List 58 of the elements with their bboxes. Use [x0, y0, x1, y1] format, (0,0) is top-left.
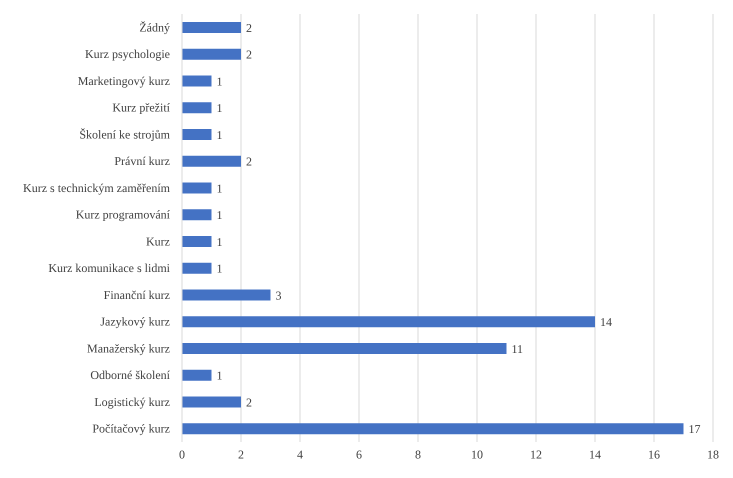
x-tick-label: 4	[297, 448, 303, 462]
data-label: 3	[276, 288, 282, 302]
data-label: 14	[600, 315, 612, 330]
y-tick-label: Kurz psychologie	[85, 47, 170, 62]
bar	[182, 22, 241, 33]
y-tick-label: Počítačový kurz	[92, 422, 170, 436]
bar	[182, 290, 270, 300]
data-label: 1	[216, 74, 222, 88]
bar	[182, 209, 212, 220]
data-label: 1	[216, 234, 222, 249]
y-tick-label: Odborné školení	[90, 368, 171, 382]
data-label: 2	[246, 395, 252, 410]
x-tick-label: 12	[530, 448, 542, 462]
bar	[182, 343, 506, 354]
x-tick-label: 0	[179, 448, 185, 462]
y-tick-label: Kurz s technickým zaměřením	[23, 180, 171, 195]
data-label: 1	[216, 128, 222, 142]
bar	[182, 423, 684, 434]
x-tick-label: 14	[589, 448, 601, 462]
x-tick-label: 10	[471, 448, 483, 462]
bar	[182, 48, 241, 60]
data-label: 2	[246, 48, 252, 62]
y-tick-label: Kurz přežití	[112, 100, 171, 115]
data-label: 2	[246, 20, 252, 35]
bar	[182, 396, 241, 408]
y-tick-label: Kurz komunikace s lidmi	[48, 261, 171, 276]
bar	[182, 182, 212, 194]
data-label: 2	[246, 154, 252, 169]
data-label: 1	[216, 101, 222, 116]
y-tick-label: Žádný	[139, 20, 170, 34]
x-tick-label: 18	[707, 448, 719, 462]
data-label: 1	[216, 208, 222, 222]
y-tick-label: Marketingový kurz	[78, 74, 170, 88]
y-tick-label: Jazykový kurz	[100, 314, 170, 329]
bar	[182, 316, 595, 328]
bar	[182, 262, 212, 274]
bar	[182, 370, 212, 381]
x-tick-label: 6	[356, 448, 362, 462]
bar	[182, 76, 212, 86]
x-tick-label: 8	[415, 448, 421, 462]
y-tick-label: Kurz programování	[76, 208, 171, 222]
y-tick-label: Logistický kurz	[94, 394, 170, 409]
y-tick-label: Finanční kurz	[104, 288, 170, 302]
bar	[182, 102, 212, 114]
data-label: 1	[216, 262, 222, 276]
y-tick-label: Právní kurz	[114, 154, 170, 168]
y-tick-label: Školení ke strojům	[79, 127, 171, 142]
y-tick-label: Manažerský kurz	[87, 341, 170, 356]
bar	[182, 236, 212, 247]
data-label: 1	[216, 181, 222, 196]
data-label: 17	[688, 422, 700, 436]
bar	[182, 156, 241, 167]
data-label: 11	[512, 342, 524, 356]
y-tick-label: Kurz	[146, 234, 170, 248]
x-tick-label: 16	[648, 448, 660, 462]
bar	[182, 129, 212, 140]
x-tick-label: 2	[238, 448, 244, 462]
data-label: 1	[216, 368, 222, 383]
